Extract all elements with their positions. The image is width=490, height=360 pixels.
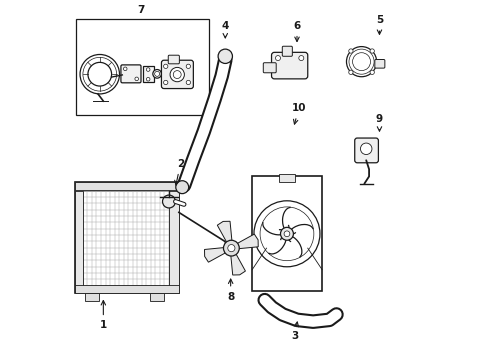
Circle shape <box>153 69 161 78</box>
Text: 8: 8 <box>227 279 234 302</box>
Circle shape <box>164 80 168 85</box>
Polygon shape <box>217 221 232 245</box>
Circle shape <box>163 195 175 208</box>
Circle shape <box>218 49 232 63</box>
FancyBboxPatch shape <box>121 65 141 83</box>
Circle shape <box>349 70 353 75</box>
Text: 6: 6 <box>294 21 301 41</box>
Bar <box>76 19 209 116</box>
FancyBboxPatch shape <box>282 46 293 56</box>
Circle shape <box>349 49 353 53</box>
Circle shape <box>176 181 189 194</box>
Circle shape <box>223 240 239 256</box>
Text: 3: 3 <box>291 322 298 341</box>
Circle shape <box>170 67 184 82</box>
Text: 10: 10 <box>292 103 306 124</box>
Circle shape <box>228 244 235 252</box>
Circle shape <box>254 201 320 267</box>
Circle shape <box>147 77 150 81</box>
Bar <box>252 176 322 291</box>
Bar <box>150 293 164 301</box>
Circle shape <box>361 143 372 154</box>
Polygon shape <box>204 247 228 262</box>
Bar <box>74 285 179 293</box>
Circle shape <box>284 231 290 237</box>
Text: 2: 2 <box>174 159 184 185</box>
Circle shape <box>346 46 377 77</box>
Circle shape <box>370 49 374 53</box>
Text: 7: 7 <box>137 5 145 15</box>
Text: 1: 1 <box>100 301 107 330</box>
Circle shape <box>123 67 127 71</box>
FancyBboxPatch shape <box>263 63 276 73</box>
Text: 4: 4 <box>221 21 229 38</box>
Circle shape <box>370 70 374 75</box>
Bar <box>170 191 179 286</box>
FancyBboxPatch shape <box>375 59 385 68</box>
FancyBboxPatch shape <box>271 52 308 79</box>
FancyBboxPatch shape <box>161 60 194 89</box>
Circle shape <box>88 62 112 86</box>
Bar <box>74 182 179 190</box>
Bar <box>74 191 82 286</box>
Circle shape <box>186 80 191 85</box>
Polygon shape <box>74 182 179 293</box>
Circle shape <box>299 55 304 60</box>
Text: 5: 5 <box>376 15 383 34</box>
Bar <box>85 293 99 301</box>
Circle shape <box>280 227 294 240</box>
Text: 9: 9 <box>376 114 383 131</box>
FancyBboxPatch shape <box>168 55 179 64</box>
Polygon shape <box>230 251 245 275</box>
Circle shape <box>164 64 168 68</box>
Bar <box>143 66 153 82</box>
FancyBboxPatch shape <box>355 138 378 163</box>
Polygon shape <box>234 234 258 249</box>
Circle shape <box>80 54 120 94</box>
Circle shape <box>186 64 191 68</box>
Circle shape <box>147 68 150 71</box>
Circle shape <box>275 55 280 60</box>
Bar <box>83 191 169 286</box>
Bar <box>279 174 295 182</box>
Circle shape <box>135 77 139 81</box>
